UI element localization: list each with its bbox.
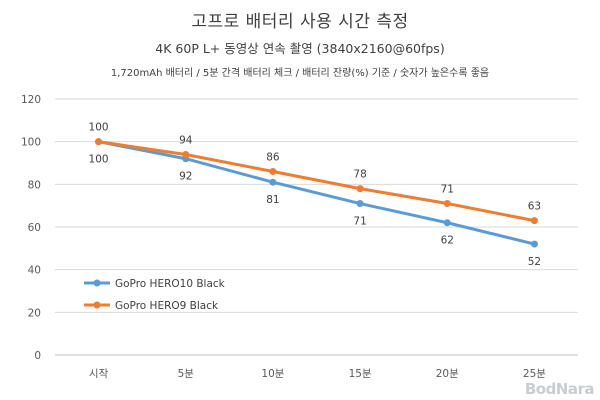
x-tick-label: 20분 <box>436 368 459 380</box>
bodnara-watermark: BodNara <box>524 380 595 398</box>
data-label-0: 71 <box>353 216 366 228</box>
data-label-1: 86 <box>266 152 280 164</box>
x-tick-label: 10분 <box>261 368 284 380</box>
series-point-0 <box>269 178 277 186</box>
y-tick-label: 0 <box>34 350 41 362</box>
chart-title: 고프로 배터리 사용 시간 측정 <box>191 12 409 32</box>
series-line-0 <box>97 140 536 246</box>
series-point-0 <box>356 200 364 208</box>
data-label-1: 94 <box>179 134 193 146</box>
data-label-0: 52 <box>528 256 541 268</box>
series-point-1 <box>530 217 538 225</box>
data-label-1: 78 <box>353 169 366 181</box>
y-tick-label: 80 <box>28 179 41 191</box>
series-point-1 <box>443 200 451 208</box>
x-tick-label: 시작 <box>89 368 109 380</box>
data-label-1: 100 <box>89 122 109 134</box>
series-line-1 <box>97 140 536 223</box>
chart-subtitle: 4K 60P L+ 동영상 연속 촬영 (3840x2160@60fps) <box>155 41 445 56</box>
y-tick-label: 120 <box>21 94 41 106</box>
data-label-1: 63 <box>528 201 541 213</box>
x-tick-label: 5분 <box>178 368 195 380</box>
y-tick-label: 20 <box>28 307 41 319</box>
legend-label: GoPro HERO10 Black <box>115 278 226 290</box>
chart-note: 1,720mAh 배터리 / 5분 간격 배터리 체크 / 배터리 잔량(%) … <box>110 68 490 79</box>
legend-swatch-marker <box>93 301 101 309</box>
y-tick-label: 100 <box>21 137 41 149</box>
data-label-0: 92 <box>179 171 192 183</box>
y-tick-label: 60 <box>28 222 41 234</box>
series-point-1 <box>182 150 190 158</box>
y-tick-label: 40 <box>28 265 41 277</box>
series-point-0 <box>443 219 451 227</box>
series-point-1 <box>269 168 277 176</box>
x-tick-label: 25분 <box>523 368 546 380</box>
series-point-1 <box>95 138 103 146</box>
data-label-1: 71 <box>441 184 454 196</box>
data-label-0: 100 <box>89 154 109 166</box>
data-label-0: 81 <box>266 194 279 206</box>
x-tick-label: 15분 <box>349 368 372 380</box>
series-point-1 <box>356 185 364 193</box>
legend-label: GoPro HERO9 Black <box>115 300 219 312</box>
series-point-0 <box>530 240 538 248</box>
data-label-0: 62 <box>441 235 454 247</box>
legend-swatch-marker <box>93 279 101 287</box>
